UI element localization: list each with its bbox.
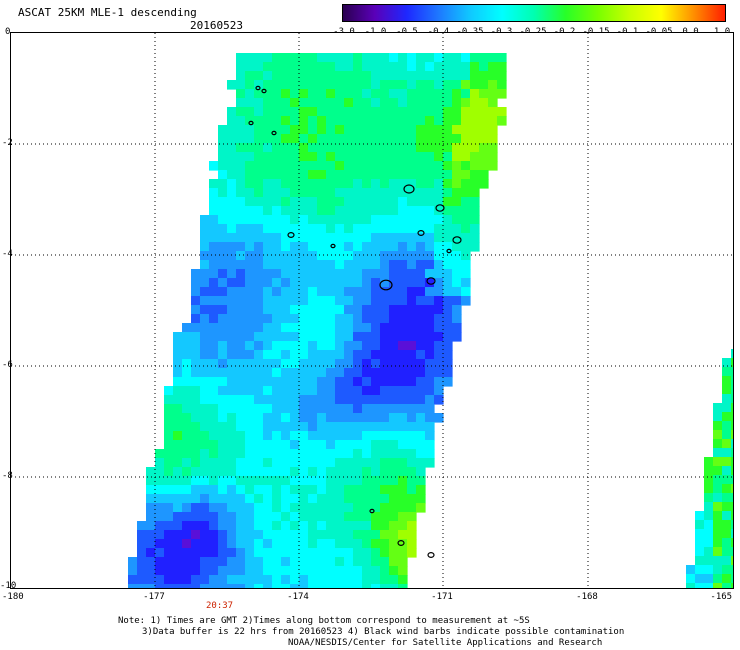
island-outline — [369, 508, 375, 514]
y-axis-label: -8 — [2, 471, 13, 481]
y-axis-label: -10 — [0, 581, 17, 591]
colorbar — [342, 4, 726, 22]
graticule — [11, 33, 733, 588]
island-outline — [379, 279, 393, 291]
x-axis-label: -168 — [576, 592, 598, 602]
y-axis-label: -2 — [2, 138, 13, 148]
island-outline — [435, 204, 445, 212]
map-date: 20160523 — [190, 19, 243, 32]
island-outline — [271, 130, 277, 136]
x-axis-label: -174 — [287, 592, 309, 602]
island-outline — [403, 184, 415, 194]
swath-cells-east — [686, 349, 733, 588]
x-axis-label: -177 — [143, 592, 165, 602]
island-outline — [330, 243, 336, 249]
swath-map — [11, 33, 733, 588]
y-axis-label: 0 — [5, 27, 11, 37]
y-axis-label: -4 — [2, 249, 13, 259]
island-outline — [261, 88, 267, 94]
island-outline — [452, 236, 462, 244]
y-axis-label: -6 — [2, 360, 13, 370]
island-outline — [287, 232, 295, 239]
island-outlines — [248, 85, 462, 558]
note-line-2: 3)Data buffer is 22 hrs from 20160523 4)… — [142, 627, 625, 637]
map-title: ASCAT 25KM MLE-1 descending — [18, 6, 197, 19]
note-line-1: Note: 1) Times are GMT 2)Times along bot… — [118, 616, 530, 626]
x-axis-label: -165 — [710, 592, 733, 602]
swath-cells — [128, 53, 507, 588]
island-outline — [426, 277, 436, 285]
x-axis-label: -180 — [2, 592, 24, 602]
island-outline — [427, 551, 435, 558]
island-outline — [446, 248, 452, 254]
island-outline — [417, 230, 425, 237]
pass-time-label: 20:37 — [206, 601, 234, 611]
island-outline — [397, 540, 405, 547]
note-line-3: NOAA/NESDIS/Center for Satellite Applica… — [288, 638, 603, 648]
map-plot-area — [10, 32, 734, 589]
island-outline — [248, 120, 254, 126]
x-axis-label: -171 — [431, 592, 453, 602]
island-outline — [255, 85, 261, 91]
